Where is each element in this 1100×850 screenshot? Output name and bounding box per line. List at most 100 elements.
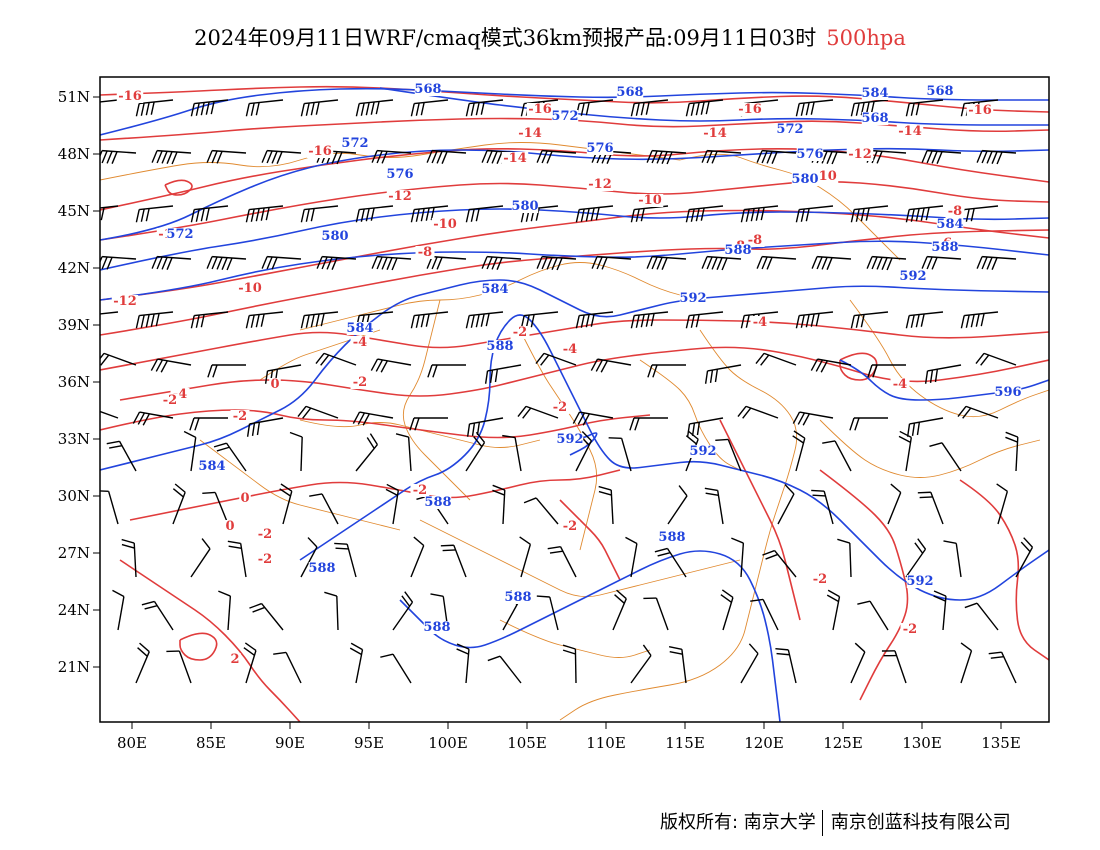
title-main: 2024年09月11日WRF/cmaq模式36km预报产品:09月11日03时 (194, 26, 817, 50)
contour-label: 592 (689, 444, 716, 459)
lon-label: 80E (117, 734, 147, 752)
contour-labels: -16-16-16-16-16-16-14-14-14-14-12-12-12-… (111, 82, 1022, 667)
contour-label: -2 (553, 400, 567, 415)
contour-label: 588 (486, 339, 513, 354)
contour-label: -4 (893, 377, 907, 392)
contour-label: 580 (321, 229, 348, 244)
lat-label: 30N (58, 487, 90, 505)
contour-label: 568 (926, 84, 953, 99)
contour-label: -10 (638, 193, 662, 208)
contour-label: 588 (931, 240, 958, 255)
contour-label: 576 (386, 167, 413, 182)
contour-label: 568 (616, 85, 643, 100)
contour-label: -8 (418, 245, 432, 260)
contour-label: 0 (240, 491, 249, 506)
contour-label: 576 (796, 147, 823, 162)
lon-label: 130E (902, 734, 942, 752)
contour-label: 572 (551, 109, 578, 124)
lat-label: 48N (58, 145, 90, 163)
lon-label: 115E (665, 734, 705, 752)
contour-label: 584 (346, 321, 373, 336)
contour-label: 568 (861, 111, 888, 126)
contour-label: 592 (906, 574, 933, 589)
lat-label: 39N (58, 316, 90, 334)
contour-label: -2 (258, 552, 272, 567)
contour-label: -10 (433, 217, 457, 232)
contour-label: -10 (813, 169, 837, 184)
contour-label: -16 (308, 144, 332, 159)
contour-label: 584 (198, 459, 225, 474)
contour-label: -14 (518, 126, 542, 141)
contour-label: 572 (341, 136, 368, 151)
contour-label: 584 (936, 217, 963, 232)
contour-label: -8 (748, 233, 762, 248)
contour-label: -8 (948, 204, 962, 219)
contour-label: -12 (848, 147, 872, 162)
wind-barbs (100, 99, 1034, 684)
contour-label: 576 (586, 141, 613, 156)
contour-label: -4 (563, 342, 577, 357)
lat-label: 51N (58, 88, 90, 106)
contour-label: 580 (791, 172, 818, 187)
contour-label: -2 (353, 375, 367, 390)
contour-label: -2 (163, 393, 177, 408)
contour-label: -14 (503, 151, 527, 166)
contour-label: 580 (511, 199, 538, 214)
lon-label: 105E (507, 734, 547, 752)
copyright-text: 版权所有: 南京大学 (660, 812, 816, 833)
contour-label: -16 (528, 102, 552, 117)
lon-label: 100E (428, 734, 468, 752)
plot-frame (99, 76, 1050, 723)
lon-label: 85E (196, 734, 226, 752)
contour-label: 588 (423, 620, 450, 635)
contour-label: -2 (258, 527, 272, 542)
contour-label: -2 (233, 409, 247, 424)
lon-label: 95E (354, 734, 384, 752)
company-name: 南京创蓝科技有限公司 (830, 812, 1011, 833)
contour-label: 584 (481, 282, 508, 297)
contour-label: -2 (813, 572, 827, 587)
contour-label: -4 (353, 335, 367, 350)
contour-label: -2 (513, 325, 527, 340)
contour-label: 588 (724, 243, 751, 258)
contour-label: -12 (388, 189, 412, 204)
contour-label: 588 (308, 561, 335, 576)
longitude-axis: 80E 85E 90E 95E 100E 105E 110E 115E 120E… (117, 734, 1021, 752)
contour-label: -2 (413, 483, 427, 498)
contour-label: -4 (753, 315, 767, 330)
contour-label: 596 (994, 385, 1021, 400)
contour-label: 572 (776, 122, 803, 137)
contour-label: -14 (898, 124, 922, 139)
lat-label: 27N (58, 544, 90, 562)
contour-label: -2 (563, 519, 577, 534)
contour-label: 588 (658, 530, 685, 545)
contour-label: -16 (968, 103, 992, 118)
contour-label: -16 (738, 102, 762, 117)
contour-label: -16 (118, 89, 142, 104)
contour-label: 572 (166, 227, 193, 242)
contour-label: 0 (270, 377, 279, 392)
map-title: 2024年09月11日WRF/cmaq模式36km预报产品:09月11日03时 5… (0, 22, 1100, 52)
lat-label: 21N (58, 658, 90, 676)
copyright-footer: 版权所有: 南京大学 南京创蓝科技有限公司 (660, 808, 1011, 836)
lon-label: 90E (275, 734, 305, 752)
lat-label: 45N (58, 202, 90, 220)
lon-label: 120E (744, 734, 784, 752)
lon-label: 135E (981, 734, 1021, 752)
contour-label: -10 (238, 281, 262, 296)
lon-label: 125E (823, 734, 863, 752)
lon-label: 110E (586, 734, 626, 752)
contour-label: 592 (679, 291, 706, 306)
contour-label: -12 (588, 177, 612, 192)
axis-ticks (93, 96, 1002, 729)
contour-label: 592 (556, 432, 583, 447)
contour-label: -14 (703, 126, 727, 141)
lat-label: 24N (58, 601, 90, 619)
contour-label: 584 (861, 86, 888, 101)
lat-label: 36N (58, 373, 90, 391)
contour-label: 0 (225, 519, 234, 534)
contour-label: 592 (899, 269, 926, 284)
title-level: 500hpa (826, 26, 906, 50)
latitude-axis: 51N 48N 45N 42N 39N 36N 33N 30N 27N 24N … (58, 88, 90, 676)
lat-label: 42N (58, 259, 90, 277)
